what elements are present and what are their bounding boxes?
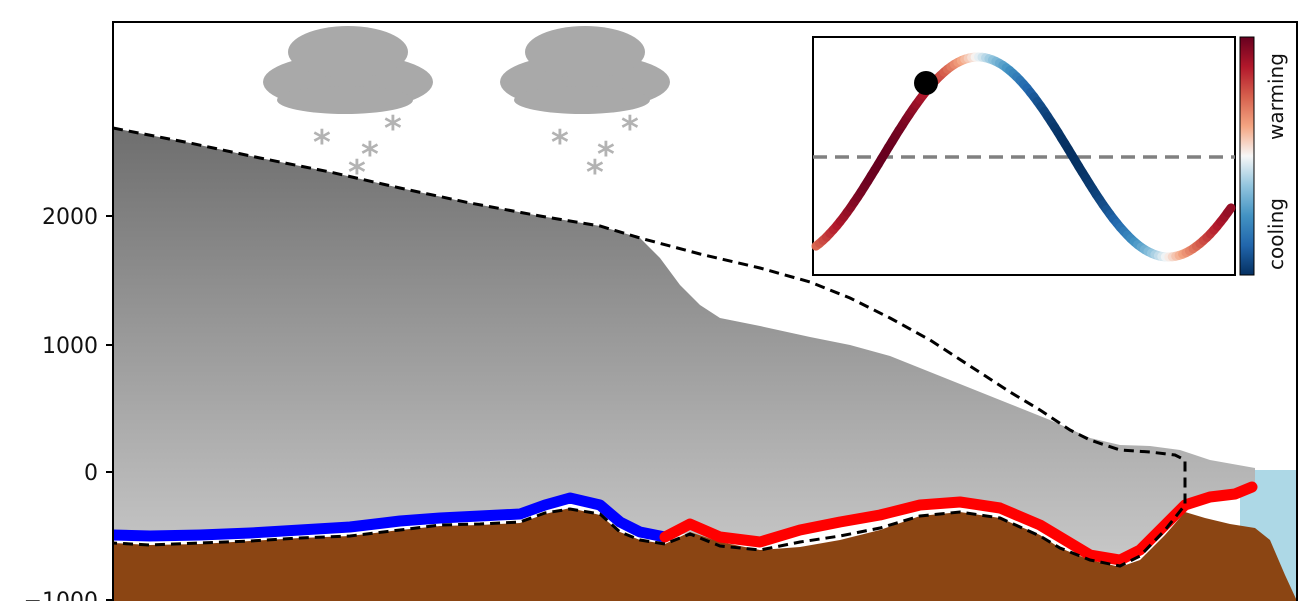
cloud-left-puff <box>288 26 408 78</box>
ice-sheet <box>113 128 1255 562</box>
snowflake: * <box>586 153 604 193</box>
cloud-left-base <box>277 86 413 114</box>
colorbar-label-cooling: cooling <box>1264 198 1288 270</box>
snowflake: * <box>597 135 615 175</box>
colorbar <box>1239 36 1255 276</box>
cloud-right: * * * * <box>500 26 670 193</box>
snowflake: * <box>348 153 366 193</box>
snowflake: * <box>551 123 569 163</box>
cloud-right-base <box>514 86 650 114</box>
inset-sine-curve <box>811 52 1236 262</box>
snowflake: * <box>313 123 331 163</box>
cloud-right-puff <box>525 26 645 78</box>
inset-curve-segment <box>1223 203 1236 218</box>
y-tick-label-1000: 1000 <box>42 334 98 359</box>
snowflake: * <box>361 135 379 175</box>
y-tick-label-2000: 2000 <box>42 205 98 230</box>
colorbar-label-warming: warming <box>1264 53 1288 140</box>
former-extent-outline <box>113 126 1187 568</box>
cloud-left: * * * * <box>263 26 433 193</box>
bedrock <box>113 508 1297 601</box>
y-tick-label-0: 0 <box>84 461 98 486</box>
plot-frame <box>112 21 1298 601</box>
bed-cooling <box>113 492 667 543</box>
snowflake: * <box>621 109 639 149</box>
inset-current-state-marker <box>914 71 938 95</box>
y-tick-label-minus-1000: −1000 <box>24 589 98 601</box>
snowflake: * <box>384 109 402 149</box>
inset-panel: warming cooling <box>811 36 1288 276</box>
